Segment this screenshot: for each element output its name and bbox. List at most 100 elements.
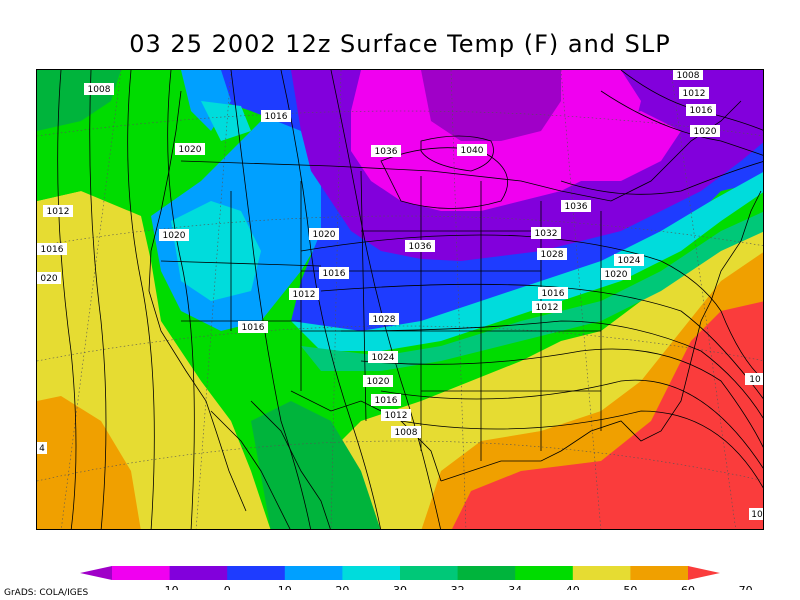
- isobar-label: 1012: [679, 87, 709, 99]
- svg-text:1020: 1020: [694, 127, 717, 137]
- isobar-label: 1020: [690, 125, 720, 137]
- color-scale-tick-label: 32: [451, 584, 465, 590]
- isobar-label: 1016: [261, 110, 291, 122]
- color-scale-bar: -10 0 10 20 30 32 34 40 50 60 70: [80, 566, 753, 590]
- svg-text:1020: 1020: [313, 230, 336, 240]
- color-scale-tick-label: 10: [278, 584, 292, 590]
- svg-text:1028: 1028: [373, 315, 396, 325]
- svg-text:1008: 1008: [88, 85, 111, 95]
- svg-text:1016: 1016: [690, 106, 713, 116]
- color-scale-tick-label: 60: [681, 584, 695, 590]
- svg-text:1016: 1016: [542, 289, 565, 299]
- isobar-label: 020: [37, 272, 61, 284]
- isobar-label: 1020: [159, 229, 189, 241]
- isobar-label: 1020: [309, 228, 339, 240]
- isobar-label: 1012: [43, 205, 73, 217]
- isobar-labels: 1008 1016 1020 1012 1016 1020 020 1036 1…: [37, 70, 763, 520]
- isobar-label: 1036: [405, 240, 435, 252]
- isobar-label: 1020: [601, 268, 631, 280]
- isobar-label: 1020: [175, 143, 205, 155]
- svg-text:1012: 1012: [683, 89, 706, 99]
- color-scale-tick-label: 30: [393, 584, 407, 590]
- color-scale-bin: [515, 566, 574, 580]
- color-scale-bin: [284, 566, 343, 580]
- color-scale-tick-label: 50: [623, 584, 637, 590]
- lat-lon-grid: [37, 70, 763, 529]
- svg-text:1020: 1020: [179, 145, 202, 155]
- isobar-label: 1036: [561, 200, 591, 212]
- color-scale-tick-label: 34: [508, 584, 522, 590]
- isobar-label: 1020: [363, 375, 393, 387]
- isobar-label: 1012: [381, 409, 411, 421]
- svg-text:1012: 1012: [293, 290, 316, 300]
- isobar-label: 1016: [37, 243, 67, 255]
- isobar-label: 10: [745, 373, 763, 385]
- color-scale-tick-label: 70: [739, 584, 753, 590]
- isobar-label: 1016: [371, 394, 401, 406]
- svg-text:1036: 1036: [375, 147, 398, 157]
- isobar-label: 1008: [84, 83, 114, 95]
- isobar-label: 1012: [289, 288, 319, 300]
- svg-text:020: 020: [40, 274, 57, 284]
- svg-text:10: 10: [749, 375, 761, 385]
- color-scale-tick-label: 40: [566, 584, 580, 590]
- color-scale-bin: [400, 566, 459, 580]
- svg-text:1040: 1040: [461, 146, 484, 156]
- temperature-field: [37, 70, 763, 529]
- svg-text:1016: 1016: [41, 245, 64, 255]
- svg-text:1012: 1012: [47, 207, 70, 217]
- isobar-label: 1028: [369, 313, 399, 325]
- isobar-label: 1016: [319, 267, 349, 279]
- isobar-label: 1028: [537, 248, 567, 260]
- isobar-label: 1024: [614, 254, 644, 266]
- svg-text:1020: 1020: [163, 231, 186, 241]
- isobar-label: 1012: [532, 301, 562, 313]
- color-scale-bins: [80, 566, 720, 580]
- isobar-label: 10: [749, 508, 763, 520]
- svg-text:1024: 1024: [618, 256, 641, 266]
- svg-text:1016: 1016: [323, 269, 346, 279]
- color-scale-bin: [80, 566, 112, 580]
- svg-text:1020: 1020: [367, 377, 390, 387]
- temperature-map: 1008 1016 1020 1012 1016 1020 020 1036 1…: [37, 70, 763, 529]
- svg-text:1016: 1016: [242, 323, 265, 333]
- svg-text:1012: 1012: [536, 303, 559, 313]
- color-scale-tick-label: 20: [335, 584, 349, 590]
- svg-text:1008: 1008: [677, 71, 700, 81]
- color-scale-bin: [227, 566, 286, 580]
- color-scale-tick-label: 0: [224, 584, 231, 590]
- color-scale-bin: [112, 566, 171, 580]
- isobar-label: 1032: [531, 227, 561, 239]
- color-scale-bin: [457, 566, 516, 580]
- isobar-label: 1016: [238, 321, 268, 333]
- color-scale-bin: [630, 566, 689, 580]
- svg-text:10: 10: [751, 510, 763, 520]
- svg-text:1016: 1016: [375, 396, 398, 406]
- color-scale-bin: [169, 566, 228, 580]
- color-scale-bin: [342, 566, 401, 580]
- sea-level-pressure-isobars: [57, 70, 763, 529]
- isobar-label: 4: [37, 442, 47, 454]
- isobar-label: 1040: [457, 144, 487, 156]
- color-scale-tick-labels: -10 0 10 20 30 32 34 40 50 60 70: [161, 584, 753, 590]
- map-panel: 1008 1016 1020 1012 1016 1020 020 1036 1…: [36, 69, 764, 530]
- isobar-label: 1008: [391, 426, 421, 438]
- color-scale-bin: [688, 566, 720, 580]
- svg-text:1036: 1036: [409, 242, 432, 252]
- svg-text:1032: 1032: [535, 229, 558, 239]
- color-scale-tick-label: -10: [161, 584, 179, 590]
- svg-text:1020: 1020: [605, 270, 628, 280]
- svg-text:1012: 1012: [385, 411, 408, 421]
- svg-text:1008: 1008: [395, 428, 418, 438]
- svg-text:1016: 1016: [265, 112, 288, 122]
- isobar-label: 1008: [673, 70, 703, 81]
- isobar-label: 1016: [538, 287, 568, 299]
- map-title: 03 25 2002 12z Surface Temp (F) and SLP: [129, 30, 671, 58]
- svg-text:1036: 1036: [565, 202, 588, 212]
- svg-text:4: 4: [39, 444, 45, 454]
- isobar-label: 1036: [371, 145, 401, 157]
- svg-text:1028: 1028: [541, 250, 564, 260]
- color-scale-bin: [572, 566, 631, 580]
- isobar-label: 1024: [368, 351, 398, 363]
- isobar-label: 1016: [686, 104, 716, 116]
